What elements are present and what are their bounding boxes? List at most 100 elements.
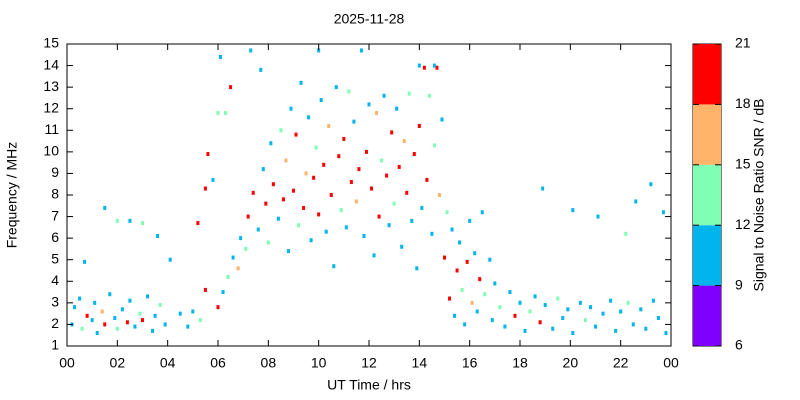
x-tick-label: 18 xyxy=(512,355,528,371)
data-point xyxy=(314,145,318,150)
data-point xyxy=(133,324,137,329)
data-point xyxy=(319,98,323,103)
data-point xyxy=(347,89,351,94)
data-point xyxy=(168,257,172,262)
data-point xyxy=(307,115,311,120)
y-tick-label: 4 xyxy=(51,272,59,288)
data-point xyxy=(493,281,497,286)
data-point xyxy=(229,85,233,90)
data-point xyxy=(261,167,265,172)
data-point xyxy=(387,223,391,228)
data-point xyxy=(231,255,235,260)
data-point xyxy=(276,216,280,221)
data-point xyxy=(440,117,444,122)
x-tick-label: 12 xyxy=(361,355,377,371)
data-point xyxy=(624,231,628,236)
data-point xyxy=(385,173,389,178)
colorbar-label: Signal to Noise Ratio SNR / dB xyxy=(751,99,767,292)
data-point xyxy=(264,201,268,206)
data-point xyxy=(395,106,399,111)
x-tick-label: 20 xyxy=(563,355,579,371)
data-point xyxy=(284,158,288,163)
data-point xyxy=(367,102,371,107)
x-tick-label: 04 xyxy=(160,355,176,371)
chart-title: 2025-11-28 xyxy=(334,11,405,27)
data-point xyxy=(588,305,592,310)
data-point xyxy=(432,63,436,68)
data-point xyxy=(271,182,275,187)
data-point xyxy=(566,307,570,312)
data-point xyxy=(390,130,394,135)
colorbar-tick-label: 18 xyxy=(735,95,751,111)
data-point xyxy=(100,309,104,314)
y-tick-label: 3 xyxy=(51,294,59,310)
data-point xyxy=(279,128,283,133)
data-point xyxy=(349,180,353,185)
data-point xyxy=(432,143,436,148)
data-point xyxy=(400,244,404,249)
data-point xyxy=(73,305,77,310)
data-point xyxy=(304,171,308,176)
data-point xyxy=(513,313,517,318)
data-point xyxy=(141,221,144,226)
y-tick-label: 6 xyxy=(51,229,59,245)
data-point xyxy=(503,324,507,329)
data-point xyxy=(151,328,155,333)
data-point xyxy=(634,199,638,204)
data-point xyxy=(458,240,462,245)
data-point xyxy=(407,91,411,96)
x-tick-label: 14 xyxy=(412,355,428,371)
plot-area xyxy=(70,48,668,336)
data-point xyxy=(639,307,643,312)
data-point xyxy=(337,154,341,159)
colorbar-tick-label: 12 xyxy=(735,216,751,232)
data-point xyxy=(380,158,384,163)
data-point xyxy=(609,298,613,303)
y-tick-label: 8 xyxy=(51,186,59,202)
data-point xyxy=(115,218,119,223)
data-point xyxy=(196,221,200,226)
data-point xyxy=(352,119,356,124)
x-tick-label: 06 xyxy=(210,355,226,371)
y-tick-label: 12 xyxy=(43,99,59,115)
data-point xyxy=(78,296,82,301)
x-tick-label: 00 xyxy=(59,355,75,371)
y-tick-label: 2 xyxy=(51,315,59,331)
data-point xyxy=(435,65,439,70)
data-point xyxy=(359,48,363,53)
data-point xyxy=(422,65,426,70)
y-tick-label: 5 xyxy=(51,250,59,266)
x-tick-label: 10 xyxy=(311,355,327,371)
y-tick-label: 7 xyxy=(51,207,59,223)
data-point xyxy=(216,305,220,310)
data-point xyxy=(465,259,469,264)
data-point xyxy=(269,141,273,146)
y-axis-label: Frequency / MHz xyxy=(4,142,20,249)
data-point xyxy=(410,218,414,223)
data-point xyxy=(470,300,474,305)
data-point xyxy=(543,303,547,308)
data-point xyxy=(445,210,449,215)
data-point xyxy=(332,264,336,269)
data-point xyxy=(453,313,457,318)
data-point xyxy=(297,223,301,228)
data-point xyxy=(631,322,635,327)
data-point xyxy=(594,324,597,329)
data-point xyxy=(294,132,298,137)
y-tick-label: 15 xyxy=(43,35,59,51)
data-point xyxy=(344,225,348,230)
data-point xyxy=(327,123,331,128)
data-point xyxy=(480,210,484,215)
data-point xyxy=(455,268,459,273)
data-point xyxy=(203,287,207,292)
data-point xyxy=(322,162,326,167)
data-point xyxy=(362,233,366,238)
x-tick-label: 22 xyxy=(613,355,629,371)
data-point xyxy=(138,311,142,316)
data-point xyxy=(364,149,368,154)
data-point xyxy=(649,182,653,187)
data-point xyxy=(664,331,668,336)
y-tick-label: 1 xyxy=(51,337,59,353)
data-point xyxy=(256,227,260,232)
colorbar-tick-label: 21 xyxy=(735,35,751,51)
